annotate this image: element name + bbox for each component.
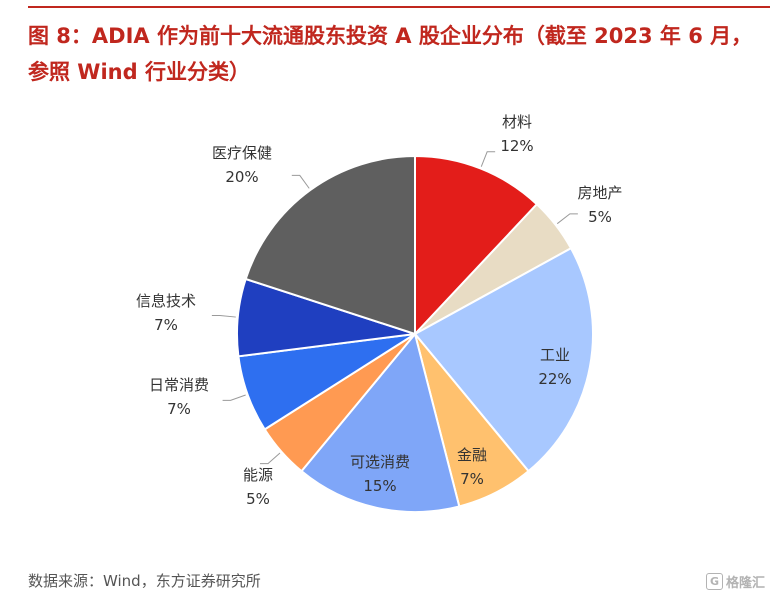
leader-line-1 [480,151,496,167]
slice-value-6: 5% [246,490,270,508]
slice-value-3: 22% [538,370,571,388]
top-rule [28,6,770,8]
source-note: 数据来源：Wind，东方证券研究所 [28,572,261,590]
watermark-badge-icon: G [706,573,723,590]
pie-slice-1 [414,154,539,337]
leader-line-2 [556,213,578,225]
slice-value-9: 20% [225,168,258,186]
pie-slice-9 [244,154,416,336]
watermark-logo: G 格隆汇 [706,572,765,591]
slice-label-1: 材料 [502,113,532,131]
slice-label-9: 医疗保健 [212,144,272,162]
slice-label-5: 可选消费 [350,453,410,471]
leader-line-6 [259,452,281,465]
pie-slice-3 [413,246,594,473]
slice-label-6: 能源 [243,466,273,484]
slice-value-4: 7% [460,470,484,488]
slice-label-2: 房地产 [577,184,622,202]
slice-label-8: 信息技术 [136,292,196,310]
pie-slice-5 [300,331,461,513]
slice-label-7: 日常消费 [149,376,209,394]
slice-label-4: 金融 [457,446,487,464]
leader-line-9 [291,174,310,189]
watermark-text: 格隆汇 [726,576,766,591]
slice-label-3: 工业 [540,346,570,364]
pie-chart: 材料 12% 房地产 5% 工业 22% 金融 7% 可选消费 15% 能源 5% 日常消费 7% 信息技术… [136,113,623,513]
slice-value-1: 12% [500,137,533,155]
leader-line-8 [211,315,236,318]
figure-title: 图 8：ADIA 作为前十大流通股东投资 A 股企业分布（截至 2023 年 6… [28,24,753,84]
slice-value-8: 7% [154,316,178,334]
slice-value-7: 7% [167,400,191,418]
leader-line-7 [222,394,246,401]
slice-value-5: 15% [363,477,396,495]
slice-value-2: 5% [588,208,612,226]
